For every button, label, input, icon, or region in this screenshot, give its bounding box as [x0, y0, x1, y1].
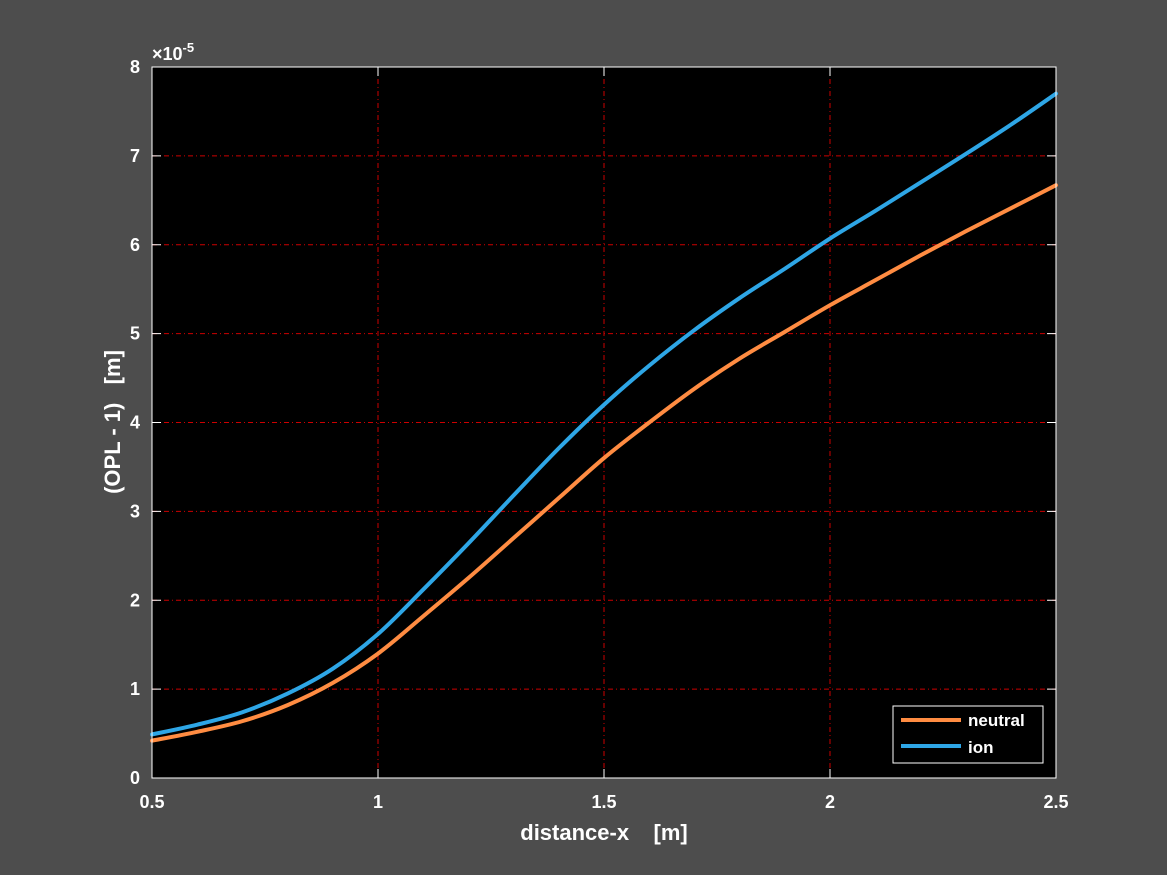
y-tick-label: 3 [130, 501, 140, 521]
x-tick-label: 2.5 [1043, 792, 1068, 812]
y-tick-label: 5 [130, 324, 140, 344]
tick-labels: 0.5 1 1.5 2 2.5 0 1 2 3 4 5 6 7 8 [130, 57, 1069, 812]
legend-label-neutral: neutral [968, 711, 1025, 730]
y-tick-label: 4 [130, 413, 140, 433]
x-tick-label: 1.5 [591, 792, 616, 812]
legend-label-ion: ion [968, 738, 994, 757]
x-tick-label: 0.5 [139, 792, 164, 812]
axis-ticks [151, 66, 1057, 779]
y-exponent-base: ×10 [152, 44, 183, 64]
y-exponent-power: -5 [183, 40, 195, 55]
series-line-ion [150, 91, 1058, 737]
y-tick-label: 6 [130, 235, 140, 255]
x-tick-label: 2 [825, 792, 835, 812]
series-line-neutral [150, 183, 1058, 743]
y-axis-label: (OPL - 1) [m] [100, 350, 125, 494]
series-lines [150, 91, 1058, 743]
grid-lines [152, 67, 1056, 778]
y-tick-label: 1 [130, 679, 140, 699]
y-tick-label: 8 [130, 57, 140, 77]
legend-box [892, 705, 1044, 764]
legend: neutral ion [892, 705, 1044, 764]
y-tick-label: 2 [130, 590, 140, 610]
y-exponent-label: ×10-5 [152, 40, 194, 64]
y-tick-label: 0 [130, 768, 140, 788]
x-tick-label: 1 [373, 792, 383, 812]
x-axis-label: distance-x [m] [520, 820, 687, 845]
y-tick-label: 7 [130, 146, 140, 166]
